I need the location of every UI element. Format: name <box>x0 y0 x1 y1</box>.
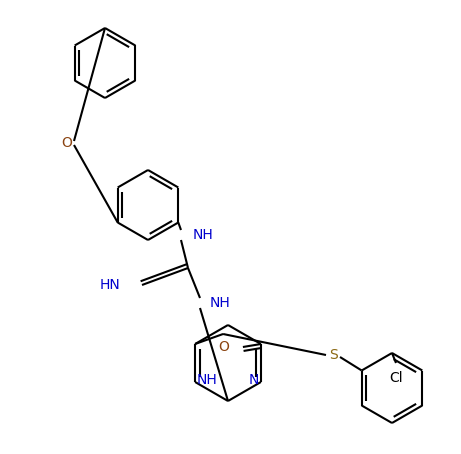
Text: NH: NH <box>193 228 214 242</box>
Text: HN: HN <box>99 278 120 292</box>
Text: N: N <box>248 373 259 387</box>
Text: NH: NH <box>210 296 231 310</box>
Text: Cl: Cl <box>389 371 403 385</box>
Text: S: S <box>329 348 337 362</box>
Text: NH: NH <box>197 373 218 387</box>
Text: O: O <box>62 136 72 150</box>
Text: O: O <box>218 340 229 354</box>
